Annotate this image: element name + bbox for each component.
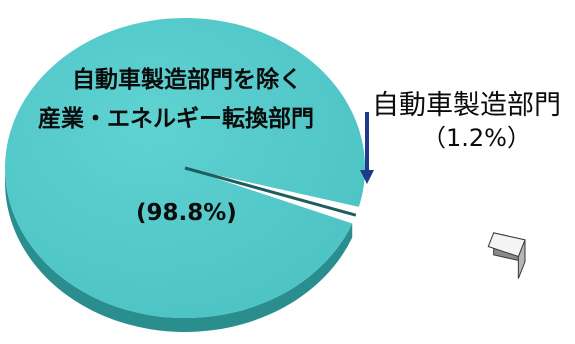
main-slice-value-label: (98.8%) bbox=[136, 200, 237, 226]
small-slice-label: 自動車製造部門 bbox=[372, 90, 561, 121]
main-slice-label-line2: 産業・エネルギー転換部門 bbox=[38, 106, 314, 132]
annotation-arrow-head bbox=[360, 170, 374, 184]
main-slice bbox=[4, 18, 365, 319]
small-slice bbox=[487, 232, 526, 258]
slice-gap-line bbox=[184, 166, 357, 217]
main-slice-label-line1: 自動車製造部門を除く bbox=[72, 67, 302, 93]
small-slice-value-label: （1.2%） bbox=[422, 124, 531, 152]
